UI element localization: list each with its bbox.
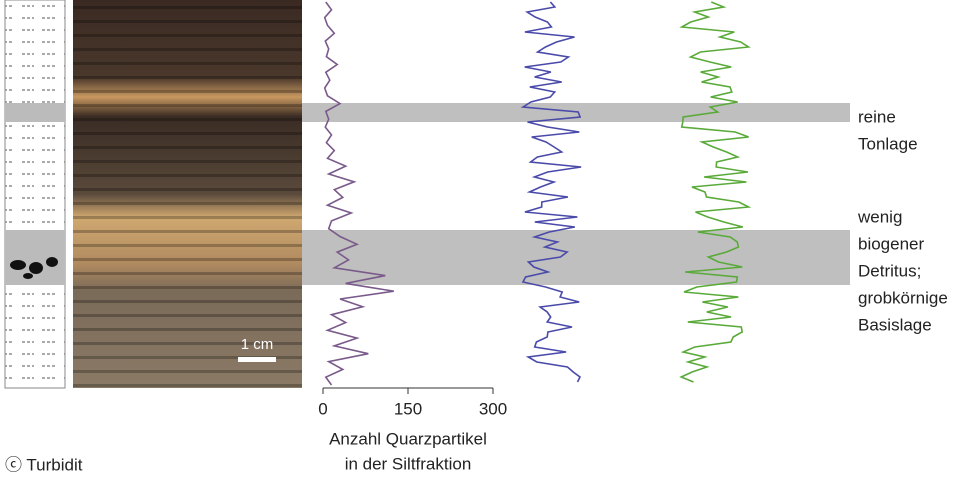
- profile-line: [325, 2, 394, 385]
- strata-column: [5, 0, 65, 388]
- annotation: Tonlage: [858, 134, 918, 153]
- x-axis-label: in der Siltfraktion: [345, 454, 472, 473]
- annotation: grobkörnige: [858, 288, 948, 307]
- annotation: Detritus;: [858, 261, 921, 280]
- annotation: wenig: [857, 207, 902, 226]
- x-tick-label: 150: [394, 399, 422, 418]
- scale-label: 1 cm: [241, 336, 274, 353]
- profile: [523, 2, 581, 382]
- band: [302, 230, 850, 285]
- caption: ⓒ Turbidit: [5, 455, 83, 474]
- photo: 1 cm: [73, 0, 302, 388]
- figure: 1 cm ⓒ Turbidit 0 150 300 Anzahl Quarzparti…: [0, 0, 977, 479]
- annotation: reine: [858, 107, 896, 126]
- annotation: biogener: [858, 234, 925, 253]
- x-tick-label: 300: [479, 399, 507, 418]
- profile: [681, 2, 748, 382]
- x-tick-label: 0: [318, 399, 327, 418]
- annotation: Basislage: [858, 315, 932, 334]
- x-axis-label: Anzahl Quarzpartikel: [329, 429, 487, 448]
